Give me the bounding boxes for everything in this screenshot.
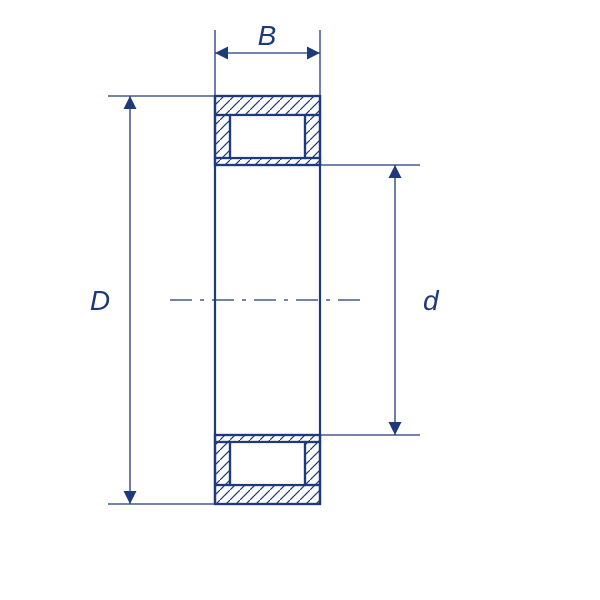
label-d: d <box>423 285 440 316</box>
label-D: D <box>90 285 110 316</box>
upper-cross-section <box>215 96 320 165</box>
dimension-B: B <box>215 20 320 96</box>
lower-cross-section <box>215 435 320 504</box>
dimension-D: D <box>90 96 215 504</box>
bearing-cross-section-drawing: D d B <box>0 0 600 600</box>
label-B: B <box>258 20 277 51</box>
